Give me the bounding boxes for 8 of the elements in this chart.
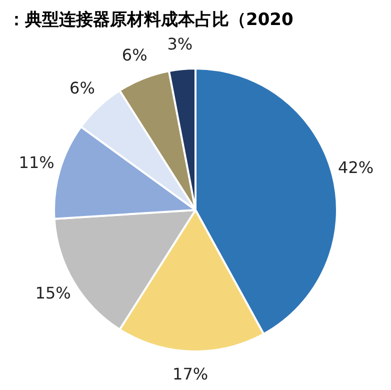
data-label: 42% xyxy=(338,158,374,177)
data-label: 15% xyxy=(35,283,71,302)
data-label: 3% xyxy=(167,34,193,54)
data-label: 6% xyxy=(70,78,95,98)
data-label: 17% xyxy=(172,364,208,384)
data-label: 6% xyxy=(122,45,148,64)
chart-title: ：典型连接器原材料成本占比（2020 xyxy=(8,9,294,32)
data-label: 11% xyxy=(18,152,54,172)
